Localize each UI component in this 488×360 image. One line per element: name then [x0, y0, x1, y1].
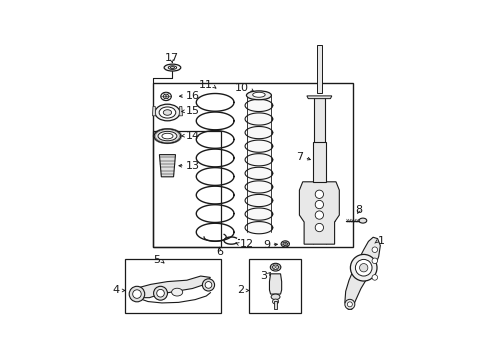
- Bar: [249, 258, 300, 312]
- Text: 10: 10: [234, 83, 248, 93]
- Bar: [313, 97, 324, 143]
- Bar: [317, 45, 321, 93]
- Bar: [153, 84, 352, 247]
- Circle shape: [344, 299, 354, 309]
- Polygon shape: [306, 96, 331, 99]
- Ellipse shape: [358, 218, 366, 223]
- Ellipse shape: [155, 104, 180, 121]
- Polygon shape: [152, 107, 156, 116]
- Ellipse shape: [163, 110, 171, 115]
- Ellipse shape: [252, 92, 264, 97]
- Text: 14: 14: [186, 131, 200, 140]
- Ellipse shape: [170, 67, 174, 68]
- Ellipse shape: [281, 241, 289, 247]
- Circle shape: [204, 282, 211, 288]
- Circle shape: [156, 289, 164, 297]
- Text: 8: 8: [355, 204, 362, 215]
- Polygon shape: [179, 107, 182, 116]
- Circle shape: [132, 290, 141, 298]
- Text: 1: 1: [377, 235, 385, 246]
- Bar: [312, 141, 325, 182]
- Bar: [125, 258, 221, 312]
- Polygon shape: [269, 274, 281, 294]
- Text: 9: 9: [263, 240, 269, 250]
- Ellipse shape: [163, 94, 168, 99]
- Circle shape: [371, 275, 377, 280]
- Ellipse shape: [272, 265, 278, 269]
- Bar: [274, 301, 276, 309]
- Ellipse shape: [162, 133, 173, 139]
- Text: 11: 11: [198, 80, 212, 90]
- Circle shape: [371, 247, 377, 252]
- Text: 17: 17: [164, 53, 178, 63]
- Circle shape: [129, 286, 144, 302]
- Ellipse shape: [164, 64, 181, 71]
- Circle shape: [315, 211, 323, 219]
- Ellipse shape: [158, 131, 177, 141]
- Text: 13: 13: [186, 161, 200, 171]
- Ellipse shape: [272, 299, 278, 304]
- Circle shape: [350, 255, 376, 281]
- Ellipse shape: [270, 294, 280, 300]
- Text: 6: 6: [216, 247, 223, 257]
- Circle shape: [202, 279, 214, 291]
- Circle shape: [371, 258, 377, 264]
- Ellipse shape: [154, 129, 181, 143]
- Circle shape: [315, 223, 323, 232]
- Text: 2: 2: [236, 285, 244, 296]
- Polygon shape: [159, 155, 175, 177]
- Text: 4: 4: [112, 285, 120, 296]
- Ellipse shape: [171, 288, 183, 296]
- Polygon shape: [134, 276, 210, 298]
- Text: 3: 3: [259, 271, 266, 281]
- Circle shape: [346, 302, 352, 307]
- Text: 7: 7: [296, 152, 303, 162]
- Bar: [153, 131, 221, 247]
- Bar: [246, 99, 270, 234]
- Ellipse shape: [246, 91, 271, 100]
- Circle shape: [153, 286, 167, 300]
- Text: 15: 15: [186, 106, 200, 116]
- Polygon shape: [299, 182, 339, 244]
- Text: 16: 16: [186, 91, 200, 101]
- Text: 12: 12: [240, 239, 254, 249]
- Ellipse shape: [270, 263, 280, 271]
- Circle shape: [359, 264, 367, 272]
- Circle shape: [315, 201, 323, 209]
- Ellipse shape: [159, 107, 175, 118]
- Ellipse shape: [161, 92, 171, 100]
- Circle shape: [315, 190, 323, 198]
- Polygon shape: [344, 237, 380, 309]
- Circle shape: [355, 260, 371, 276]
- Ellipse shape: [283, 242, 287, 246]
- Ellipse shape: [168, 66, 176, 69]
- Text: 5: 5: [153, 255, 160, 265]
